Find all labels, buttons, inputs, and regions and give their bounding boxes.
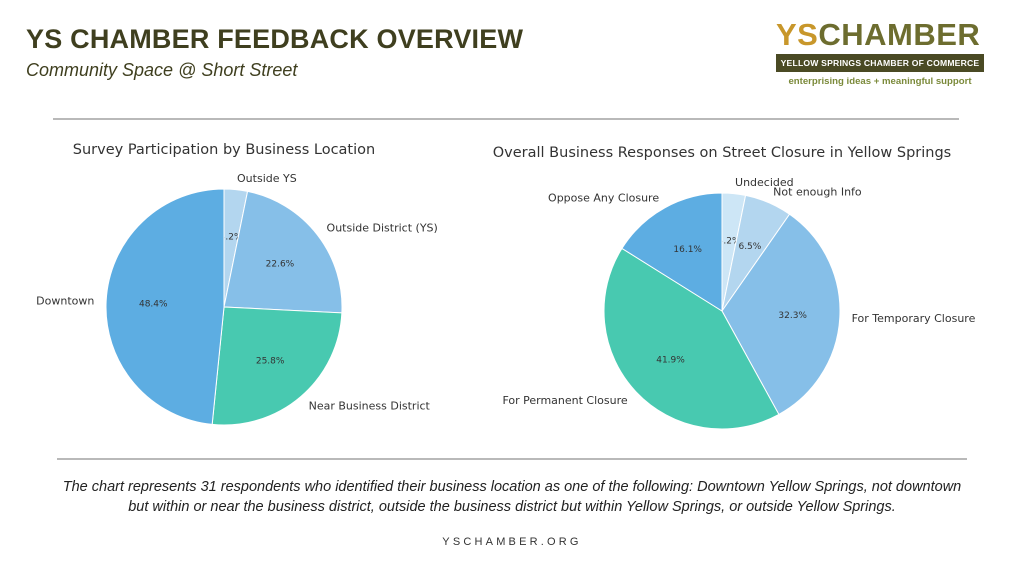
footer-note: The chart represents 31 respondents who … — [62, 479, 962, 515]
pct-label-outside-ys: 3.2% — [220, 233, 243, 243]
category-label-downtown: Downtown — [36, 294, 94, 307]
pie-chart-business-location: 3.2% Outside YS 22.6% Outside District (YS)… — [36, 172, 438, 426]
charts-canvas: Survey Participation by Business Locatio… — [36, 142, 976, 430]
bottom-divider — [57, 458, 967, 460]
logo-wordmark: YSCHAMBER — [776, 18, 988, 52]
pie-slice-downtown — [105, 188, 225, 425]
logo-chamber-text: CHAMBER — [818, 17, 981, 52]
category-label-undecided: Undecided — [735, 176, 794, 189]
pct-label-outside-district-ys: 22.6% — [266, 260, 295, 270]
chart-2-title: Overall Business Responses on Street Clo… — [493, 145, 952, 161]
pct-label-oppose-any-closure: 16.1% — [673, 245, 702, 255]
page-title: YS CHAMBER FEEDBACK OVERVIEW — [26, 24, 524, 54]
pct-label-near-business-district: 25.8% — [256, 357, 285, 367]
pct-label-for-temporary-closure: 32.3% — [778, 311, 807, 321]
category-label-not-enough-info: Not enough Info — [773, 186, 862, 199]
top-divider — [53, 118, 959, 120]
category-label-near-business-district: Near Business District — [309, 399, 431, 412]
chart-1-title: Survey Participation by Business Locatio… — [73, 142, 375, 158]
pct-label-downtown: 48.4% — [139, 299, 168, 309]
logo-ys-text: YS — [776, 17, 819, 52]
page-subtitle: Community Space @ Short Street — [26, 60, 298, 80]
logo-tagline: enterprising ideas + meaningful support — [788, 76, 972, 87]
category-label-oppose-any-closure: Oppose Any Closure — [548, 191, 659, 204]
logo-org-name: YELLOW SPRINGS CHAMBER OF COMMERCE — [776, 54, 984, 72]
footer-website-link[interactable]: YSCHAMBER.ORG — [442, 536, 582, 548]
category-label-for-permanent-closure: For Permanent Closure — [502, 394, 627, 407]
chamber-logo[interactable]: YSCHAMBER YELLOW SPRINGS CHAMBER OF COMM… — [776, 18, 988, 87]
pie-slice-near-business-district — [211, 306, 343, 426]
pie-slice-outside-district-ys — [223, 190, 343, 314]
pct-label-undecided: 3.2% — [718, 237, 741, 247]
pie-slice-oppose-any-closure — [621, 192, 723, 312]
pct-label-not-enough-info: 6.5% — [738, 242, 761, 252]
category-label-outside-ys: Outside YS — [237, 172, 297, 185]
pie-chart-street-closure: 3.2% Undecided 6.5% Not enough Info 32.3% For… — [502, 176, 976, 430]
pct-label-for-permanent-closure: 41.9% — [656, 356, 685, 366]
category-label-for-temporary-closure: For Temporary Closure — [852, 312, 976, 325]
pie-slice-for-permanent-closure — [603, 247, 780, 430]
category-label-outside-district-ys: Outside District (YS) — [327, 221, 438, 234]
